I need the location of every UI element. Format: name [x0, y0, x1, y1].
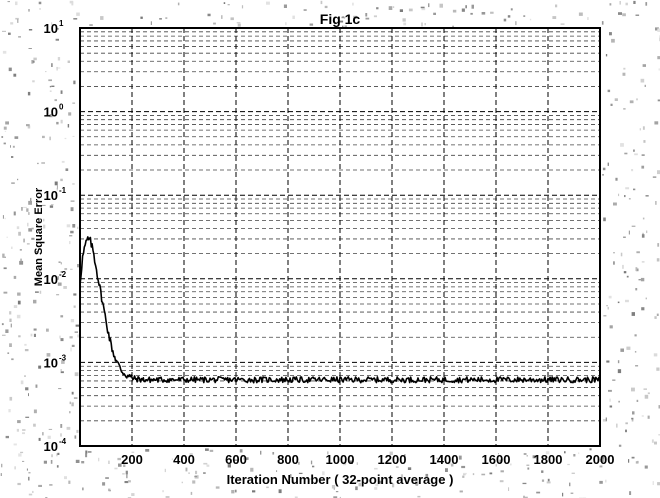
y-tick-exponent: -4: [59, 437, 67, 446]
x-tick-label: 1600: [482, 452, 511, 467]
y-tick-exponent: -1: [59, 186, 67, 195]
chart-title: Fig 1c: [320, 11, 361, 27]
x-tick-label: 600: [225, 452, 247, 467]
y-tick-label: 10: [44, 272, 58, 287]
y-axis-label: Mean Square Error: [33, 187, 45, 286]
x-axis-ticks: 200 400 600 800 1000 1200 1400 1600 1800 2000: [121, 452, 614, 467]
y-tick-exponent: 0: [59, 103, 64, 112]
y-tick-label: 10: [44, 355, 58, 370]
y-tick-label: 10: [44, 105, 58, 120]
x-tick-label: 1400: [430, 452, 459, 467]
x-tick-label: 800: [277, 452, 299, 467]
x-tick-label: 2000: [586, 452, 615, 467]
y-tick-exponent: 1: [59, 19, 64, 28]
x-tick-label: 1200: [378, 452, 407, 467]
plot-frame: [79, 27, 601, 447]
x-tick-label: 1000: [326, 452, 355, 467]
x-axis-label: Iteration Number ( 32-point average ): [227, 472, 454, 487]
y-tick-label: 10: [44, 439, 58, 454]
mse-curve: [79, 236, 601, 384]
x-tick-label: 400: [173, 452, 195, 467]
y-tick-label: 10: [44, 21, 58, 36]
x-tick-label: 200: [121, 452, 143, 467]
y-tick-exponent: -3: [59, 353, 67, 362]
y-tick-label: 10: [44, 188, 58, 203]
y-tick-exponent: -2: [59, 270, 67, 279]
x-tick-label: 1800: [534, 452, 563, 467]
